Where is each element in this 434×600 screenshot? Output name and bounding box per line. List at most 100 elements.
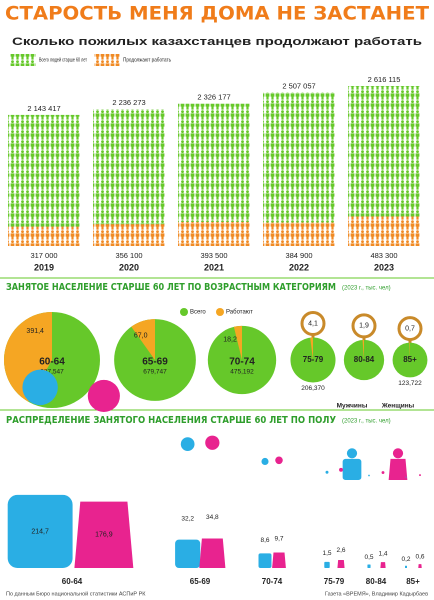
working-label: 393 500 <box>200 251 227 260</box>
section-title: ЗАНЯТОЕ НАСЕЛЕНИЕ СТАРШЕ 60 ЛЕТ ПО ВОЗРА… <box>6 282 336 293</box>
year-label: 2019 <box>34 262 54 272</box>
figure-body <box>380 562 386 568</box>
working-label: 67,0 <box>134 332 148 339</box>
figure-body <box>175 539 201 568</box>
category-label: 65-69 <box>142 357 168 368</box>
legend-label: Всего <box>190 310 206 316</box>
value-label: 1,4 <box>378 551 387 558</box>
total-label: 475,192 <box>230 369 254 376</box>
section-title: РАСПРЕДЕЛЕНИЕ ЗАНЯТОГО НАСЕЛЕНИЯ СТАРШЕ … <box>6 415 336 426</box>
pie-slice <box>362 339 364 360</box>
figure-body <box>337 559 345 568</box>
figure-head <box>368 474 370 477</box>
category-label: 70-74 <box>229 357 255 368</box>
figure-head <box>275 456 283 465</box>
legend-label: Работают <box>226 310 253 316</box>
legend-swatch <box>216 308 224 316</box>
value-label: 32,2 <box>181 516 194 523</box>
figure-body <box>342 458 362 480</box>
category-label: 60-64 <box>39 357 65 368</box>
category-label: 75-79 <box>303 355 324 364</box>
working-label: 0,7 <box>405 325 415 332</box>
figure-head <box>419 474 421 477</box>
footer-credit: Газета «ВРЕМЯ», Владимир Кадырбаев <box>325 591 428 597</box>
total-label: 679,747 <box>143 369 167 376</box>
figure-head <box>405 476 407 478</box>
figure-body <box>405 565 407 568</box>
figure-head <box>180 437 195 451</box>
working-label: 356 100 <box>115 251 142 260</box>
section-note: (2023 г., тыс. чел) <box>342 419 391 425</box>
value-label: 1,5 <box>322 550 331 557</box>
figure-head <box>22 369 58 406</box>
working-label: 317 000 <box>30 251 57 260</box>
working-label: 4,1 <box>308 320 318 327</box>
legend-label: Продолжают работать <box>123 57 171 63</box>
value-label: 0,5 <box>364 554 373 561</box>
pictogram-bar <box>8 226 80 246</box>
figure-body <box>74 501 134 568</box>
figure-body <box>388 458 408 480</box>
pictogram-bar <box>263 222 335 246</box>
category-label: 60-64 <box>62 577 83 586</box>
figure-body <box>324 561 330 568</box>
figure-body <box>7 494 73 568</box>
category-label: 75-79 <box>324 577 345 586</box>
pie-slice <box>310 337 313 360</box>
footer-source: По данным Бюро национальной статистики А… <box>6 590 146 597</box>
pictogram-bar <box>178 221 250 246</box>
pictogram-bar <box>348 216 420 246</box>
figure-head <box>339 467 343 472</box>
value-label: 176,9 <box>95 532 113 539</box>
category-label: 80-84 <box>366 577 387 586</box>
section-note: (2023 г., тыс. чел) <box>342 286 391 292</box>
figure-head <box>381 471 385 474</box>
pie-slice <box>233 325 242 360</box>
value-label: 2,6 <box>336 547 345 554</box>
figure-body <box>199 538 226 568</box>
figure-head <box>325 470 329 474</box>
figure-head <box>261 457 269 466</box>
year-label: 2023 <box>374 262 394 272</box>
figure-head <box>87 379 120 412</box>
total-label: 2 143 417 <box>27 104 60 113</box>
figure-head <box>346 448 358 459</box>
pie-slice <box>131 319 155 360</box>
legend-label: Женщины <box>381 403 415 410</box>
working-label: 1,9 <box>359 323 369 330</box>
working-label: 483 300 <box>370 251 397 260</box>
legend-swatch <box>10 54 36 66</box>
category-label: 70-74 <box>262 577 283 586</box>
category-label: 85+ <box>406 577 420 586</box>
legend-swatch <box>94 54 120 66</box>
figure-body <box>272 552 286 568</box>
year-label: 2021 <box>204 262 224 272</box>
figure-body <box>258 553 272 568</box>
figure-body <box>418 564 422 568</box>
total-label: 2 507 057 <box>282 82 315 91</box>
legend-swatch <box>180 308 188 316</box>
pictogram-bar <box>8 114 80 247</box>
pictogram-bar <box>93 224 165 246</box>
working-label: 384 900 <box>285 251 312 260</box>
category-label: 80-84 <box>354 355 375 364</box>
year-label: 2022 <box>289 262 309 272</box>
figure-head <box>205 435 220 450</box>
value-label: 0,2 <box>401 556 410 563</box>
legend-label: Мужчины <box>337 403 368 410</box>
legend-label: Всего людей старше 60 лет <box>39 56 87 63</box>
total-label: 123,722 <box>398 380 422 387</box>
working-label: 391,4 <box>26 328 44 335</box>
figure-head <box>392 448 404 459</box>
total-label: 2 616 115 <box>368 75 401 84</box>
value-label: 214,7 <box>31 528 49 535</box>
total-label: 2 236 273 <box>112 98 145 107</box>
category-label: 65-69 <box>190 577 211 586</box>
value-label: 9,7 <box>274 536 283 543</box>
total-label: 2 326 177 <box>197 93 230 102</box>
value-label: 0,6 <box>415 554 424 561</box>
category-label: 85+ <box>403 355 417 364</box>
subtitle: Сколько пожилых казахстанцев продолжают … <box>12 36 422 48</box>
value-label: 34,8 <box>206 514 219 521</box>
